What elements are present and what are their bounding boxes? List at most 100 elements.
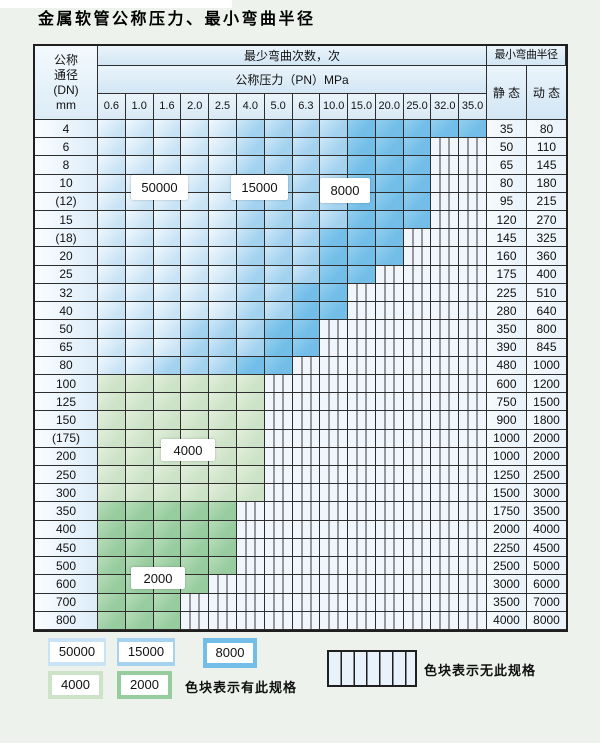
- tier-cell: [181, 575, 210, 594]
- tier-cell: [431, 411, 460, 430]
- tier-cell: [431, 283, 460, 303]
- tier-cell: [431, 192, 460, 212]
- static-cell: 3000: [487, 575, 527, 594]
- tier-cell: [181, 538, 210, 558]
- tier-cell: [181, 211, 210, 230]
- tier-cell: [431, 211, 460, 230]
- tier-cell: [236, 393, 265, 412]
- dn-cell: 125: [35, 393, 98, 412]
- tier-cell: [431, 593, 460, 612]
- dn-cell: 400: [35, 520, 98, 539]
- tier-cell: [375, 192, 404, 212]
- static-cell: 2000: [487, 520, 527, 539]
- static-cell: 1000: [487, 429, 527, 448]
- tier-cell: [403, 593, 432, 612]
- tier-cell: [125, 283, 154, 303]
- dn-cell: 150: [35, 411, 98, 430]
- dynamic-cell: 2000: [527, 447, 566, 467]
- tier-cell: [98, 265, 126, 284]
- tier-cell: [431, 538, 460, 558]
- tier-cell: [431, 247, 460, 266]
- tier-cell: [209, 593, 237, 612]
- corner-line-2: 通径: [53, 68, 78, 82]
- tier-cell: [125, 229, 154, 248]
- tier-cell: [181, 156, 210, 175]
- tier-cell: [320, 338, 349, 357]
- static-cell: 2500: [487, 557, 527, 576]
- dynamic-cell: 110: [527, 138, 566, 157]
- dynamic-cell: 360: [527, 247, 566, 266]
- dynamic-cell: 7000: [527, 593, 566, 612]
- legend-label-50000: 50000: [49, 642, 105, 662]
- tier-cell: [209, 484, 237, 503]
- tier-cell: [292, 120, 321, 139]
- tier-cell: [98, 538, 126, 558]
- tier-cell: [403, 174, 432, 193]
- dn-cell: (12): [35, 192, 98, 212]
- dn-cell: 80: [35, 356, 98, 375]
- tier-cell: [348, 138, 376, 157]
- tier-cell: [125, 320, 154, 339]
- tier-cell: [236, 356, 265, 375]
- tier-cell: [98, 174, 126, 193]
- tier-cell: [125, 211, 154, 230]
- tier-cell: [181, 320, 210, 339]
- tier-cell: [375, 447, 404, 467]
- tier-cell: [459, 393, 487, 412]
- tier-cell: [236, 120, 265, 139]
- dynamic-cell: 510: [527, 283, 566, 303]
- tier-cell: [236, 447, 265, 467]
- tier-cell: [459, 174, 487, 193]
- tier-label-2000: 2000: [131, 567, 185, 589]
- tier-cell: [264, 211, 293, 230]
- tier-cell: [403, 429, 432, 448]
- tier-cell: [264, 411, 293, 430]
- tier-cell: [375, 520, 404, 539]
- tier-cell: [181, 174, 210, 193]
- tier-cell: [236, 211, 265, 230]
- tier-cell: [153, 538, 182, 558]
- tier-cell: [459, 138, 487, 157]
- tier-cell: [125, 611, 154, 630]
- legend-label-2000: 2000: [121, 675, 168, 695]
- tier-cell: [375, 484, 404, 503]
- tier-cell: [403, 120, 432, 139]
- tier-cell: [320, 538, 349, 558]
- tier-label-50000: 50000: [131, 175, 188, 200]
- tier-cell: [348, 593, 376, 612]
- tier-cell: [292, 447, 321, 467]
- tier-cell: [181, 593, 210, 612]
- tier-cell: [209, 120, 237, 139]
- tier-cell: [98, 211, 126, 230]
- tier-cell: [459, 447, 487, 467]
- dn-cell: 65: [35, 338, 98, 357]
- tier-cell: [348, 411, 376, 430]
- tier-cell: [375, 320, 404, 339]
- tier-cell: [348, 247, 376, 266]
- tier-cell: [264, 156, 293, 175]
- tier-cell: [236, 138, 265, 157]
- tier-cell: [98, 575, 126, 594]
- tier-cell: [264, 229, 293, 248]
- tier-cell: [403, 484, 432, 503]
- tier-cell: [348, 466, 376, 485]
- tier-cell: [375, 393, 404, 412]
- tier-cell: [153, 520, 182, 539]
- tier-cell: [209, 575, 237, 594]
- tier-cell: [181, 229, 210, 248]
- static-cell: 4000: [487, 611, 527, 630]
- tier-cell: [431, 393, 460, 412]
- tier-cell: [431, 447, 460, 467]
- legend-no-spec-note: 色块表示无此规格: [424, 663, 537, 678]
- tier-cell: [98, 247, 126, 266]
- tier-cell: [375, 247, 404, 266]
- legend-swatch-50000: 50000: [48, 638, 106, 666]
- tier-cell: [292, 174, 321, 193]
- tier-cell: [181, 120, 210, 139]
- tier-cell: [403, 356, 432, 375]
- tier-cell: [348, 520, 376, 539]
- pressure-col-header: 2.5: [209, 94, 237, 120]
- static-cell: 1250: [487, 466, 527, 485]
- static-cell: 120: [487, 211, 527, 230]
- tier-cell: [320, 411, 349, 430]
